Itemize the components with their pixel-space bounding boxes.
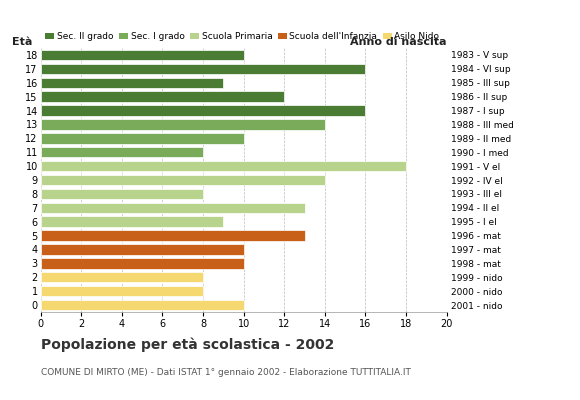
Bar bbox=[41, 119, 325, 130]
Bar bbox=[41, 189, 203, 199]
Text: Anno di nascita: Anno di nascita bbox=[350, 37, 447, 47]
Bar bbox=[41, 78, 223, 88]
Bar bbox=[41, 64, 365, 74]
Text: Popolazione per età scolastica - 2002: Popolazione per età scolastica - 2002 bbox=[41, 338, 334, 352]
Bar bbox=[41, 244, 244, 255]
Bar bbox=[41, 161, 406, 171]
Legend: Sec. II grado, Sec. I grado, Scuola Primaria, Scuola dell'Infanzia, Asilo Nido: Sec. II grado, Sec. I grado, Scuola Prim… bbox=[45, 32, 440, 41]
Bar bbox=[41, 216, 223, 227]
Bar bbox=[41, 272, 203, 282]
Text: Età: Età bbox=[12, 37, 32, 47]
Bar bbox=[41, 147, 203, 158]
Bar bbox=[41, 286, 203, 296]
Bar bbox=[41, 105, 365, 116]
Bar bbox=[41, 258, 244, 268]
Bar bbox=[41, 300, 244, 310]
Bar bbox=[41, 175, 325, 185]
Bar bbox=[41, 92, 284, 102]
Bar bbox=[41, 50, 244, 60]
Bar bbox=[41, 202, 305, 213]
Text: COMUNE DI MIRTO (ME) - Dati ISTAT 1° gennaio 2002 - Elaborazione TUTTITALIA.IT: COMUNE DI MIRTO (ME) - Dati ISTAT 1° gen… bbox=[41, 368, 411, 377]
Bar bbox=[41, 230, 305, 241]
Bar bbox=[41, 133, 244, 144]
